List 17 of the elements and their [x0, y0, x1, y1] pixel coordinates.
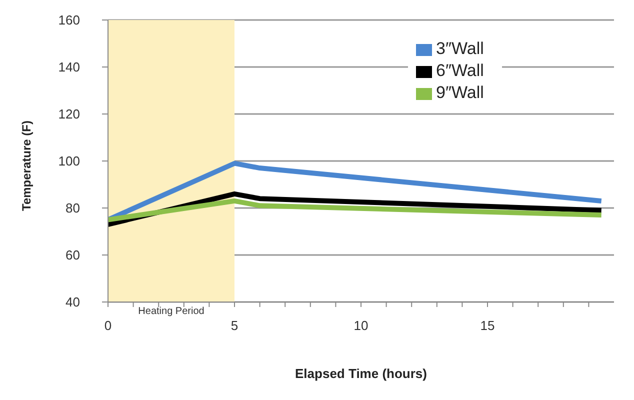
y-tick-label: 60 [66, 248, 80, 263]
y-tick-label: 80 [66, 200, 80, 216]
y-tick-label: 120 [58, 106, 80, 122]
x-tick-label: 10 [354, 318, 368, 334]
y-tick-label: 140 [58, 60, 80, 75]
x-tick-label: 15 [480, 318, 495, 334]
y-tick-label: 160 [58, 12, 80, 28]
y-axis-title: Temperature (F) [19, 120, 34, 211]
y-tick-label: 40 [66, 294, 80, 310]
x-tick-label: 0 [104, 318, 112, 334]
y-tick-label: 100 [58, 154, 80, 169]
legend-label: 6″Wall [436, 61, 484, 80]
legend-label: 9″Wall [436, 83, 484, 102]
band-label: Heating Period [138, 306, 204, 318]
legend-label: 3″Wall [436, 39, 484, 58]
x-tick-label: 5 [230, 318, 238, 334]
x-axis-title: Elapsed Time (hours) [295, 366, 427, 381]
